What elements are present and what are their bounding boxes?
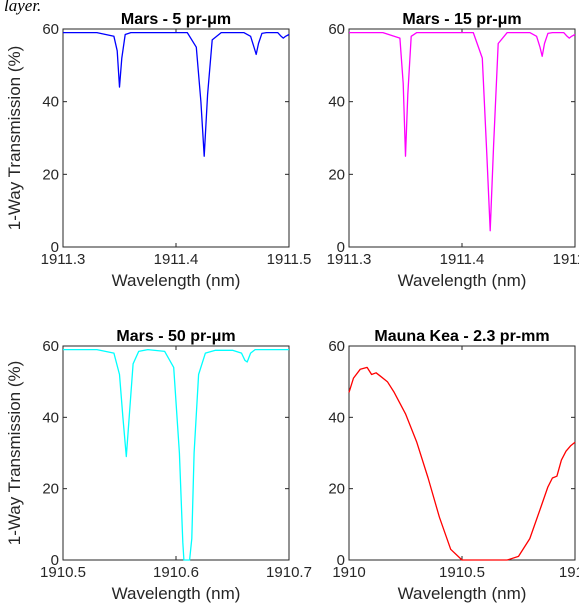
y-tick-label: 0	[51, 239, 59, 256]
x-tick-label: 1911.5	[267, 251, 312, 268]
y-tick-label: 60	[328, 338, 345, 355]
chart-title: Mars - 50 pr-μm	[116, 328, 235, 345]
y-tick-label: 20	[42, 166, 59, 183]
chart-panel-3: Mars - 50 pr-μm 0 20 40 60 1910.5 1910.6 1910.7…	[40, 328, 312, 603]
y-tick-label: 0	[51, 552, 59, 569]
x-tick-label: 1910.5	[40, 564, 86, 581]
y-tick-label: 0	[337, 552, 345, 569]
y-tick-label: 60	[328, 21, 345, 38]
figure-caption: layer.	[4, 0, 42, 15]
plot-frame	[62, 28, 290, 248]
x-tick-label: 1911.3	[41, 251, 86, 268]
transmission-series-line	[349, 31, 576, 232]
y-tick-label: 60	[42, 21, 59, 38]
transmission-series-line	[63, 348, 289, 561]
y-tick-label: 0	[337, 239, 345, 256]
x-axis-label: Wavelength (nm)	[398, 271, 527, 290]
y-tick-label: 20	[42, 481, 59, 498]
chart-title: Mars - 15 pr-μm	[402, 11, 521, 28]
x-tick-label: 1910.7	[266, 564, 312, 581]
x-tick-label: 1910.6	[153, 564, 199, 581]
x-tick-label: 1910.5	[439, 564, 485, 581]
chart-panel-1: Mars - 5 pr-μm 0 20 40 60 1911.3 1911.4 1911.5 W…	[41, 11, 312, 290]
x-tick-label: 1911.4	[154, 251, 199, 268]
y-tick-label: 40	[42, 94, 59, 111]
x-tick-label: 1911	[559, 564, 579, 581]
x-tick-label: 1911.4	[440, 251, 485, 268]
y-tick-label: 40	[328, 409, 345, 426]
x-axis-label: Wavelength (nm)	[112, 271, 241, 290]
chart-panel-2: Mars - 15 pr-μm 0 20 40 60 1911.3 1911.4 1911.5…	[327, 11, 579, 290]
transmission-series-line	[63, 31, 290, 157]
x-axis-label: Wavelength (nm)	[398, 584, 527, 603]
plot-frame	[348, 28, 576, 248]
y-axis-label: 1-Way Transmission (%)	[5, 46, 24, 231]
y-tick-label: 20	[328, 166, 345, 183]
y-axis-label: 1-Way Transmission (%)	[5, 361, 24, 546]
plot-frame	[62, 345, 290, 561]
y-tick-label: 20	[328, 481, 345, 498]
chart-title: Mars - 5 pr-μm	[121, 11, 231, 28]
transmission-series-line	[348, 366, 576, 561]
x-tick-label: 1910	[332, 564, 365, 581]
x-tick-label: 1911.3	[327, 251, 372, 268]
y-tick-label: 40	[328, 94, 345, 111]
x-tick-label: 1911.5	[553, 251, 579, 268]
chart-panel-4: Mauna Kea - 2.3 pr-mm 0 20 40 60 1910 1910.5 19…	[328, 328, 579, 603]
x-axis-label: Wavelength (nm)	[112, 584, 241, 603]
y-tick-label: 40	[42, 409, 59, 426]
chart-title: Mauna Kea - 2.3 pr-mm	[374, 328, 549, 345]
y-tick-label: 60	[42, 338, 59, 355]
